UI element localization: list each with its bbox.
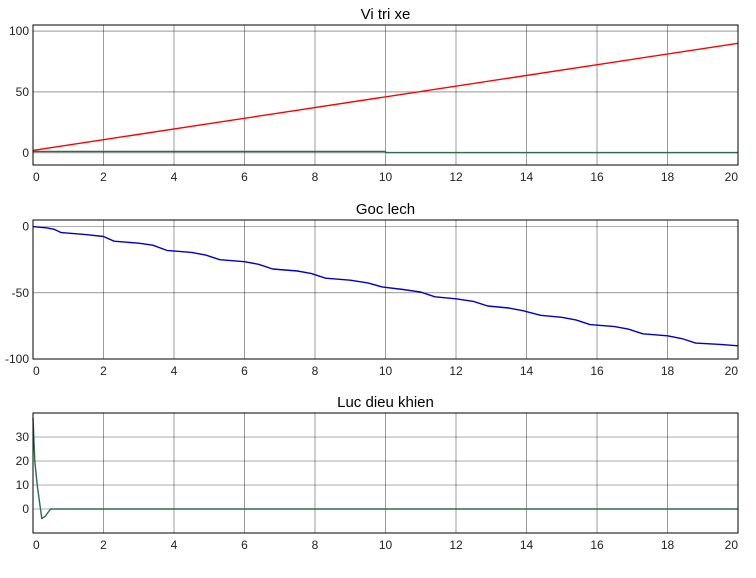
x-tick-label: 2	[100, 538, 107, 552]
axes-frame	[32, 24, 739, 166]
x-tick-label: 6	[241, 170, 248, 184]
y-tick-label: 0	[22, 146, 29, 160]
x-tick-label: 10	[379, 538, 393, 552]
series-line-1	[32, 417, 738, 520]
x-tick-label: 16	[590, 170, 604, 184]
x-tick-label: 14	[520, 170, 534, 184]
x-tick-label: 18	[661, 170, 675, 184]
series-line-2	[33, 150, 738, 154]
x-tick-label: 14	[520, 538, 534, 552]
x-tick-label: 16	[590, 538, 604, 552]
x-tick-label: 8	[312, 364, 319, 378]
x-tick-label: 18	[661, 538, 675, 552]
x-tick-label: 18	[661, 364, 675, 378]
y-tick-label: 10	[16, 478, 30, 492]
x-tick-label: 16	[590, 364, 604, 378]
y-tick-label: 30	[16, 430, 30, 444]
y-tick-label: -100	[5, 352, 29, 366]
x-tick-label: 8	[312, 170, 319, 184]
y-tick-label: 50	[16, 85, 30, 99]
chart-title: Goc lech	[356, 201, 415, 218]
x-tick-label: 10	[379, 364, 393, 378]
y-tick-label: -50	[12, 286, 30, 300]
x-tick-label: 20	[725, 538, 739, 552]
x-tick-label: 2	[100, 170, 107, 184]
y-tick-label: 20	[16, 454, 30, 468]
y-tick-label: 0	[22, 502, 29, 516]
x-tick-label: 4	[171, 170, 178, 184]
x-tick-label: 20	[725, 170, 739, 184]
x-tick-label: 4	[171, 538, 178, 552]
x-tick-label: 4	[171, 364, 178, 378]
x-tick-label: 10	[379, 170, 393, 184]
x-tick-label: 2	[100, 364, 107, 378]
x-tick-label: 12	[449, 364, 463, 378]
series-line-1	[32, 42, 739, 152]
chart-panel-2: Goc lech 0 2 4 6 8 10 12 14 16 18 20 -100 -50 0	[5, 201, 739, 378]
axes-frame	[32, 219, 739, 360]
chart-title: Luc dieu khien	[337, 394, 434, 411]
x-tick-label: 14	[520, 364, 534, 378]
x-tick-label: 20	[725, 364, 739, 378]
x-tick-label: 0	[33, 170, 40, 184]
chart-panel-1: Vi tri xe 0 2 4 6 8 10 12 14 16 18 20 0 50 100	[9, 6, 739, 184]
x-tick-label: 6	[241, 538, 248, 552]
x-tick-label: 8	[312, 538, 319, 552]
x-tick-label: 12	[449, 170, 463, 184]
chart-title: Vi tri xe	[361, 6, 411, 23]
series-line-1	[32, 225, 739, 347]
y-tick-label: 0	[22, 220, 29, 234]
x-tick-label: 12	[449, 538, 463, 552]
x-tick-label: 0	[33, 364, 40, 378]
x-tick-label: 0	[33, 538, 40, 552]
x-tick-label: 6	[241, 364, 248, 378]
chart-panel-3: Luc dieu khien 0 2 4 6 8 10 12 14 16 18 20 0 10 20 30	[16, 394, 739, 552]
axes-frame	[32, 412, 739, 534]
y-tick-label: 100	[9, 24, 29, 38]
